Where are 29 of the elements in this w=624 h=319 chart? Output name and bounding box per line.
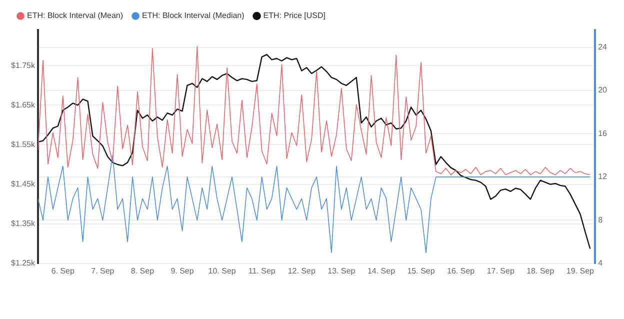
x-tick-label: 9. Sep [170,266,194,276]
x-tick-label: 7. Sep [91,266,115,276]
x-tick-label: 14. Sep [367,266,396,276]
x-tick-label: 17. Sep [486,266,515,276]
x-tick-label: 13. Sep [328,266,356,276]
y-tick-label: $1.55k [10,140,36,149]
x-tick-label: 15. Sep [407,266,436,276]
x-tick-label: 10. Sep [208,266,236,276]
x-tick-label: 8. Sep [130,266,155,276]
y2-tick-label: 4 [598,258,604,268]
y-tick-label: $1.65k [10,100,36,110]
x-tick-label: 18. Sep [526,266,555,276]
y-tick-label: $1.35k [10,219,36,228]
legend-label: ETH: Block Interval (Mean) [27,11,124,20]
y2-tick-label: 20 [598,86,608,95]
y-tick-label: $1.25k [10,258,36,268]
legend-label: ETH: Price [USD] [263,11,326,20]
y2-tick-label: 12 [598,172,608,182]
y2-tick-label: 8 [598,215,604,224]
y-tick-label: $1.75k [10,60,36,70]
x-tick-label: 19. Sep [566,266,595,276]
x-tick-label: 12. Sep [288,266,316,276]
x-tick-label: 6. Sep [51,266,75,276]
y2-tick-label: 16 [598,128,608,138]
y2-tick-label: 24 [598,42,608,52]
x-tick-label: 11. Sep [248,266,276,276]
y-tick-label: $1.45k [10,179,36,188]
x-tick-label: 16. Sep [447,266,476,276]
legend-label: ETH: Block Interval (Median) [142,11,245,20]
